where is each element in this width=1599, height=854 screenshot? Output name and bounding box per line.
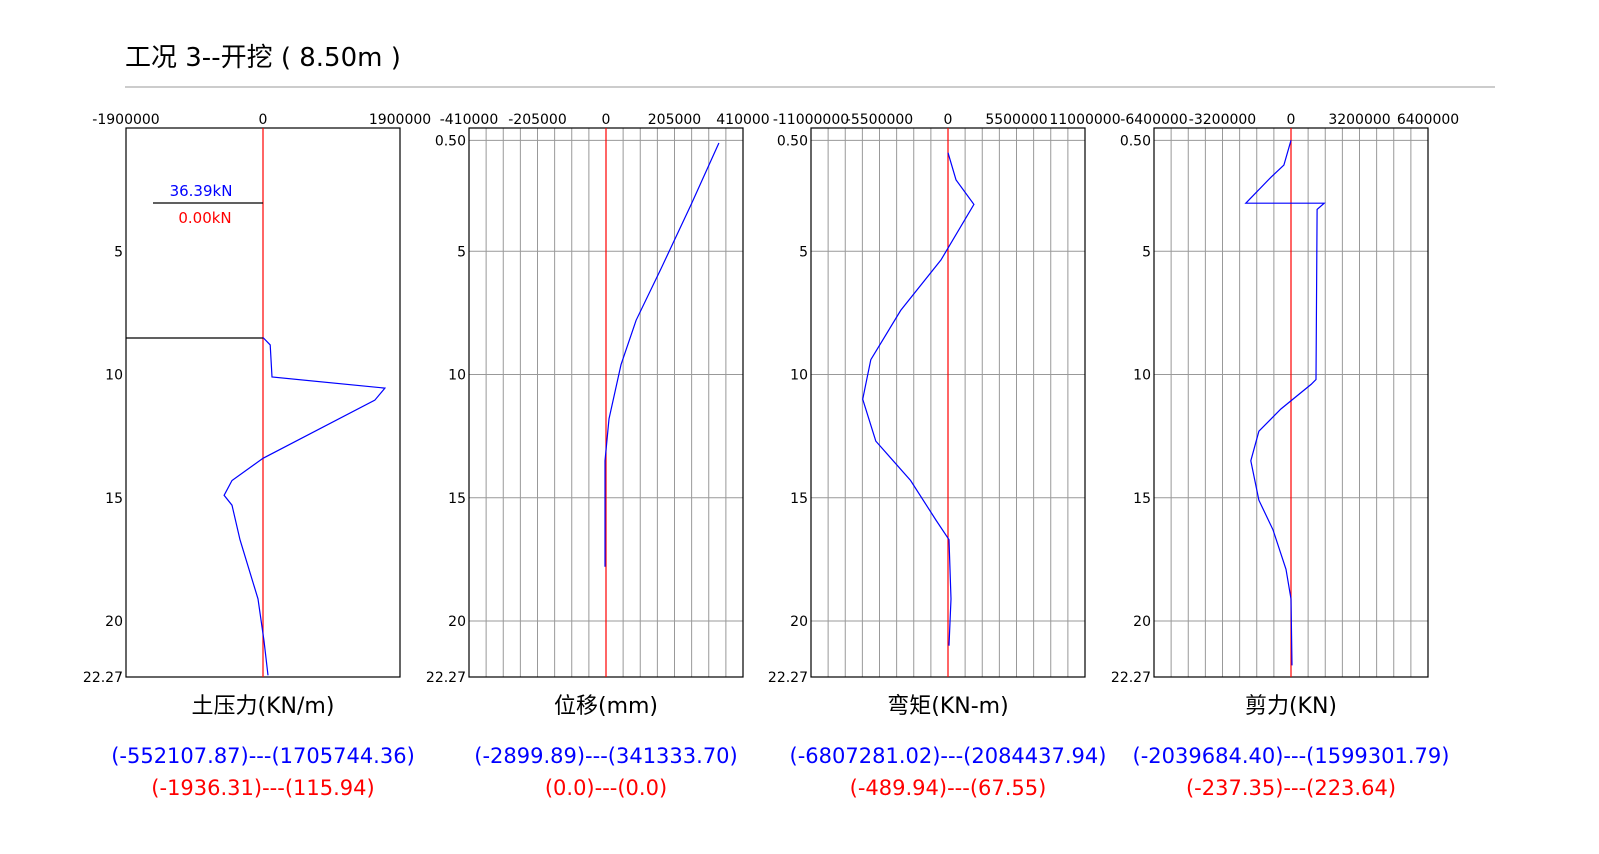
- x-tick-label: -1900000: [92, 112, 159, 128]
- x-tick-label: 205000: [648, 112, 701, 128]
- y-tick-label: 22.27: [1111, 670, 1151, 686]
- axis-title: 弯矩(KN-m): [887, 694, 1008, 719]
- y-tick-label: 15: [448, 491, 466, 507]
- x-tick-label: 0: [602, 112, 611, 128]
- curve: [223, 337, 387, 676]
- y-tick-label: 15: [1133, 491, 1151, 507]
- curve: [604, 142, 720, 567]
- y-tick-label: 0.50: [777, 133, 808, 149]
- x-tick-label: 6400000: [1397, 112, 1459, 128]
- x-tick-label: -410000: [440, 112, 499, 128]
- y-tick-label: 22.27: [83, 670, 123, 686]
- y-tick-label: 5: [114, 244, 123, 260]
- x-tick-label: -6400000: [1120, 112, 1187, 128]
- curve: [862, 152, 975, 646]
- x-tick-label: 0: [944, 112, 953, 128]
- x-tick-label: -205000: [508, 112, 567, 128]
- range-label-2: (-1936.31)---(115.94): [151, 776, 374, 800]
- range-label: (-2899.89)---(341333.70): [474, 744, 737, 768]
- y-tick-label: 0.50: [435, 133, 466, 149]
- x-tick-label: 1900000: [369, 112, 431, 128]
- y-tick-label: 0.50: [1120, 133, 1151, 149]
- y-tick-label: 10: [1133, 368, 1151, 384]
- range-label: (-552107.87)---(1705744.36): [111, 744, 415, 768]
- y-tick-label: 22.27: [768, 670, 808, 686]
- y-tick-label: 15: [790, 491, 808, 507]
- x-tick-label: 3200000: [1328, 112, 1390, 128]
- x-tick-label: -11000000: [773, 112, 849, 128]
- x-tick-label: -5500000: [846, 112, 913, 128]
- axis-title: 土压力(KN/m): [192, 694, 335, 719]
- curve: [1244, 140, 1326, 666]
- range-label-2: (-489.94)---(67.55): [850, 776, 1047, 800]
- y-tick-label: 10: [448, 368, 466, 384]
- y-tick-label: 10: [790, 368, 808, 384]
- y-tick-label: 5: [457, 244, 466, 260]
- y-tick-label: 20: [790, 614, 808, 630]
- range-label: (-2039684.40)---(1599301.79): [1133, 744, 1450, 768]
- y-tick-label: 20: [1133, 614, 1151, 630]
- annotation: 0.00kN: [178, 209, 231, 227]
- y-tick-label: 10: [105, 368, 123, 384]
- y-tick-label: 5: [799, 244, 808, 260]
- x-tick-label: 0: [259, 112, 268, 128]
- axis-title: 位移(mm): [554, 694, 658, 719]
- axis-title: 剪力(KN): [1245, 694, 1337, 719]
- y-tick-label: 5: [1142, 244, 1151, 260]
- y-tick-label: 22.27: [426, 670, 466, 686]
- x-tick-label: 410000: [716, 112, 769, 128]
- x-tick-label: -3200000: [1189, 112, 1256, 128]
- x-tick-label: 0: [1287, 112, 1296, 128]
- y-tick-label: 20: [448, 614, 466, 630]
- x-tick-label: 11000000: [1049, 112, 1120, 128]
- range-label-2: (0.0)---(0.0): [545, 776, 667, 800]
- range-label-2: (-237.35)---(223.64): [1186, 776, 1396, 800]
- annotation: 36.39kN: [170, 182, 233, 200]
- y-tick-label: 20: [105, 614, 123, 630]
- title: 工况 3--开挖 ( 8.50m ): [125, 43, 401, 73]
- range-label: (-6807281.02)---(2084437.94): [790, 744, 1107, 768]
- x-tick-label: 5500000: [985, 112, 1047, 128]
- y-tick-label: 15: [105, 491, 123, 507]
